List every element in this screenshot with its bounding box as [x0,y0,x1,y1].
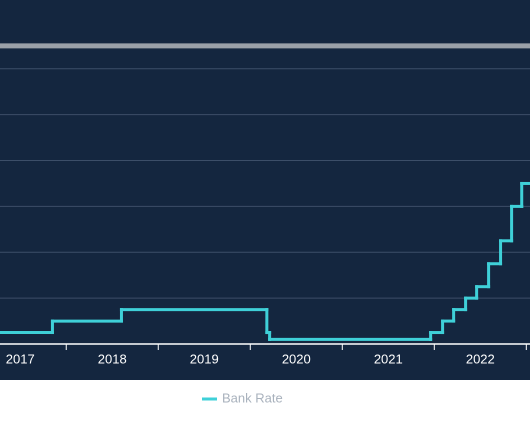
x-tick-label: 2022 [466,351,495,366]
legend-label[interactable]: Bank Rate [222,390,283,405]
x-tick-label: 2021 [374,351,403,366]
x-tick-label: 2017 [6,351,35,366]
x-tick-label: 2019 [190,351,219,366]
plot-background [0,0,530,380]
x-tick-label: 2018 [98,351,127,366]
x-tick-label: 2020 [282,351,311,366]
